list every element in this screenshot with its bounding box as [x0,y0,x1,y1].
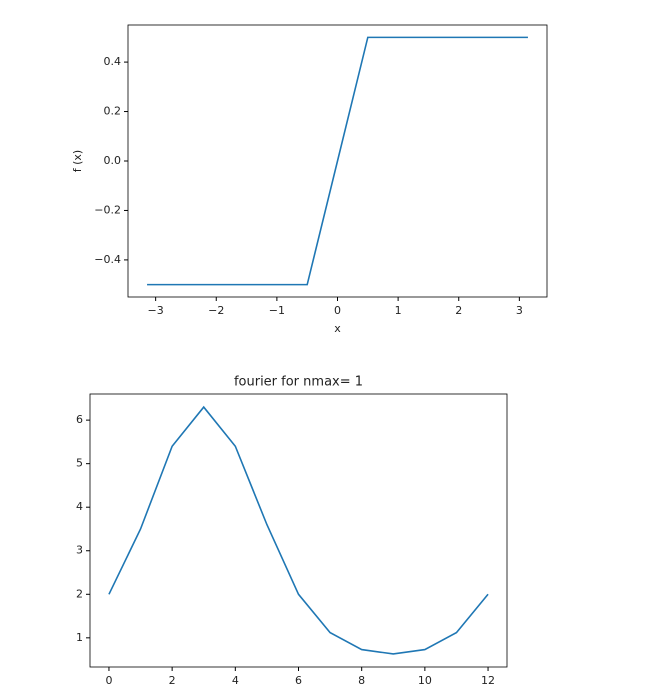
x-tick-label: 10 [418,674,432,687]
x-tick-label: 0 [334,304,341,317]
y-tick-label: 3 [76,544,83,557]
y-tick-label: −0.2 [94,203,121,216]
line-series [147,36,528,286]
y-tick-label: 1 [76,631,83,644]
x-tick-label: 3 [516,304,523,317]
line-series [108,405,489,655]
x-tick-label: 2 [169,674,176,687]
plot-frame [89,393,508,668]
y-tick-label: 4 [76,500,83,513]
x-tick-label: 4 [232,674,239,687]
x-tick-label: −3 [148,304,164,317]
y-axis-label: f (x) [71,150,84,172]
plot-frame [127,24,548,298]
y-tick-label: −0.4 [94,253,121,266]
x-tick-label: 12 [481,674,495,687]
x-tick-label: 8 [358,674,365,687]
x-tick-label: 6 [295,674,302,687]
x-tick-label: 2 [455,304,462,317]
x-tick-label: 0 [105,674,112,687]
y-tick-label: 0.2 [104,105,122,118]
y-tick-label: 6 [76,413,83,426]
y-tick-label: 2 [76,587,83,600]
y-tick-label: 0.4 [104,55,122,68]
chart-title: fourier for nmax= 1 [234,375,363,390]
y-tick-label: 5 [76,457,83,470]
y-tick-label: 0.0 [104,154,122,167]
x-axis-label: x [334,322,341,335]
x-tick-label: −1 [269,304,285,317]
x-tick-label: −2 [208,304,224,317]
x-tick-label: 1 [395,304,402,317]
